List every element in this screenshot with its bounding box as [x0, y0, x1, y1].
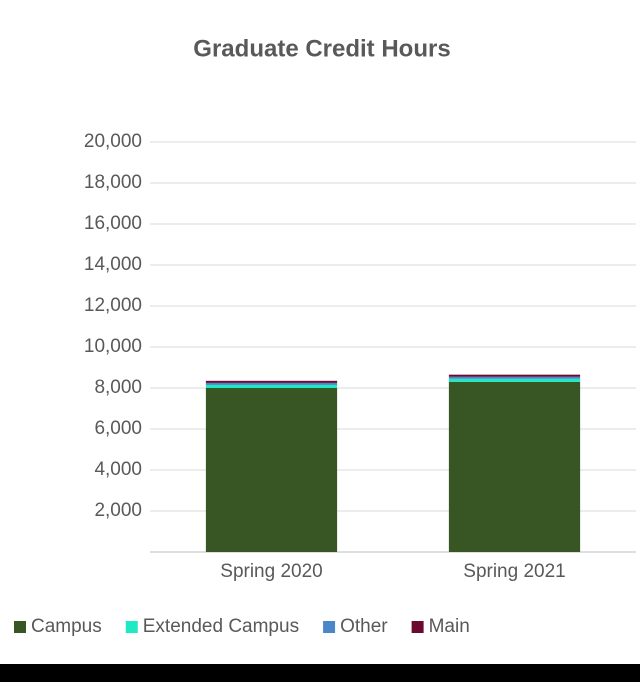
y-tick-label: 14,000 [84, 254, 142, 275]
x-tick-label: Spring 2020 [220, 561, 322, 582]
y-tick-label: 16,000 [84, 213, 142, 234]
legend-label: Main [429, 616, 470, 637]
bar-segment [448, 376, 581, 379]
chart-title: Graduate Credit Hours [193, 35, 450, 62]
legend-swatch [14, 621, 26, 633]
y-tick-label: 10,000 [84, 336, 142, 357]
bar-segment [205, 380, 338, 383]
y-tick-label: 12,000 [84, 295, 142, 316]
y-tick-label: 18,000 [84, 172, 142, 193]
y-tick-label: 8,000 [94, 377, 142, 398]
legend-swatch [323, 621, 336, 633]
bar-segment [205, 384, 338, 388]
y-tick-label: 6,000 [94, 418, 142, 439]
bar-segment [205, 388, 338, 552]
y-tick-label: 20,000 [84, 131, 142, 152]
bar-segment [448, 381, 581, 552]
y-tick-label: 4,000 [94, 459, 142, 480]
legend-swatch [411, 621, 424, 633]
bar-segment [448, 378, 581, 382]
legend-swatch [125, 621, 138, 633]
legend-label: Campus [31, 616, 102, 637]
legend-label: Other [340, 616, 388, 637]
bar-segment [205, 382, 338, 385]
legend-label: Extended Campus [143, 616, 299, 637]
x-tick-label: Spring 2021 [463, 561, 565, 582]
bar-segment [448, 374, 581, 377]
y-tick-label: 2,000 [94, 500, 142, 521]
bottom-bar [0, 664, 640, 682]
